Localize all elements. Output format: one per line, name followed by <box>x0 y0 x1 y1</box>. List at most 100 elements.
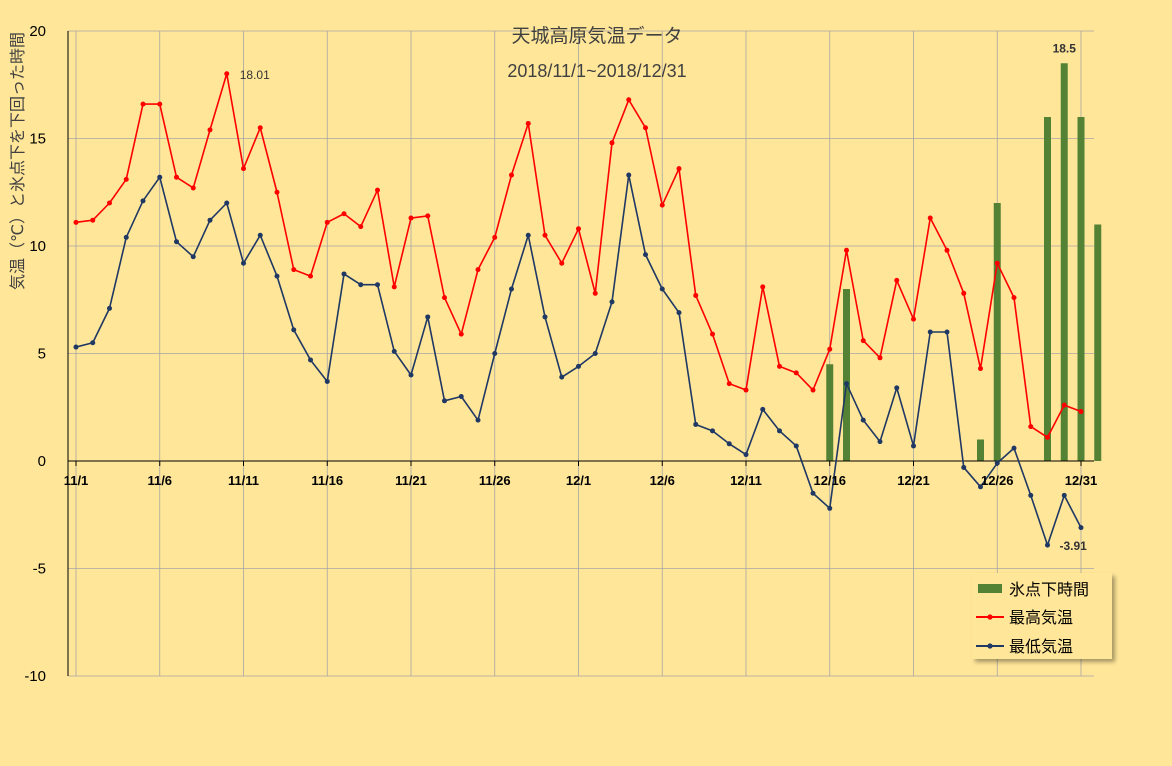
freeze-hours-bar <box>1044 117 1051 461</box>
high-temp-point <box>1028 424 1034 430</box>
legend-marker-low <box>987 643 993 649</box>
high-temp-point <box>894 277 900 283</box>
legend-swatch-bar <box>978 584 1002 593</box>
low-temp-point <box>123 234 129 240</box>
legend-marker-high <box>987 614 993 620</box>
high-temp-point <box>944 247 950 253</box>
high-temp-point <box>726 381 732 387</box>
high-temp-point <box>710 331 715 337</box>
high-temp-point <box>224 71 230 77</box>
low-temp-point <box>978 484 983 490</box>
high-temp-point <box>241 166 246 172</box>
low-temp-point <box>509 286 514 292</box>
y-tick-label: -5 <box>33 561 46 578</box>
low-temp-point <box>576 363 581 369</box>
high-temp-point <box>291 267 297 273</box>
annotations: 18.01 18.5 -3.91 <box>240 41 1087 553</box>
low-temp-point <box>810 490 816 496</box>
high-temp-point <box>576 226 581 232</box>
y-tick-label: 20 <box>29 23 46 40</box>
low-temp-point <box>927 329 933 335</box>
low-temp-point <box>659 286 665 292</box>
y-tick-label: -10 <box>24 668 46 685</box>
chart-title: 天城高原気温データ <box>511 25 682 47</box>
high-temp-point <box>860 338 866 344</box>
high-temp-point <box>391 284 397 290</box>
high-temp-point <box>592 290 598 296</box>
low-temp-point <box>324 378 330 384</box>
low-temp-point <box>592 351 598 356</box>
high-temp-point <box>810 387 816 393</box>
high-temp-point <box>358 224 364 230</box>
freeze-hours-bar <box>826 364 834 461</box>
low-temp-point <box>643 252 648 258</box>
low-temp-point <box>609 299 615 305</box>
high-temp-point <box>877 355 883 361</box>
x-tick-label: 12/21 <box>897 473 930 488</box>
x-tick-label: 12/6 <box>650 473 675 488</box>
high-temp-point <box>994 260 1000 266</box>
low-temp-point <box>844 381 849 387</box>
legend-label-freeze: 氷点下時間 <box>1009 580 1089 599</box>
x-tick-label: 11/16 <box>311 473 343 488</box>
low-temp-point <box>559 374 565 380</box>
y-tick-labels: -10 -5 0 5 10 15 20 <box>24 23 46 685</box>
x-tick-label: 11/11 <box>228 473 259 488</box>
legend: 氷点下時間 最高気温 最低気温 <box>972 573 1112 659</box>
low-temp-point <box>241 260 246 266</box>
data-label-min-low: -3.91 <box>1060 539 1088 553</box>
high-temp-point <box>442 295 447 301</box>
low-temp-point <box>961 464 967 470</box>
legend-label-high: 最高気温 <box>1009 608 1073 627</box>
low-temp-point <box>1061 492 1067 498</box>
high-temp-point <box>559 260 565 266</box>
high-temp-point <box>643 125 648 131</box>
freeze-hours-bar <box>977 439 984 461</box>
low-temp-point <box>442 398 447 404</box>
low-temp-point <box>73 344 79 350</box>
low-temp-point <box>492 351 498 356</box>
legend-label-low: 最低気温 <box>1009 637 1073 656</box>
high-temp-point <box>978 366 983 372</box>
high-temp-point <box>1011 295 1017 301</box>
high-temp-point <box>123 176 129 182</box>
high-temp-point <box>676 166 682 172</box>
data-label-max-high: 18.01 <box>240 68 270 82</box>
high-temp-point <box>425 213 431 219</box>
x-tick-label: 11/1 <box>64 473 89 488</box>
low-temp-point <box>174 239 179 245</box>
low-temp-point <box>793 443 799 449</box>
chart-subtitle: 2018/11/1~2018/12/31 <box>507 61 686 81</box>
low-temp-point <box>257 232 263 238</box>
low-temp-point <box>140 198 146 204</box>
low-temp-point <box>1045 542 1050 548</box>
low-temp-point <box>860 417 866 423</box>
low-temp-point <box>743 452 749 458</box>
low-temp-point <box>207 217 213 223</box>
low-temp-point <box>107 305 112 311</box>
low-temp-point <box>475 417 481 423</box>
low-temp-point <box>341 271 347 277</box>
high-temp-point <box>961 290 967 296</box>
low-temp-point <box>760 406 766 412</box>
high-temp-point <box>911 316 916 322</box>
bars <box>826 63 1102 461</box>
series-lines <box>73 71 1084 548</box>
high-temp-point <box>190 185 196 191</box>
low-temp-point <box>877 439 883 445</box>
low-temp-point <box>944 329 950 335</box>
high-temp-point <box>659 202 665 208</box>
low-temp-point <box>1078 525 1084 531</box>
low-temp-point <box>425 314 431 320</box>
high-temp-point <box>375 187 380 193</box>
high-temp-point <box>1061 402 1067 408</box>
high-temp-point <box>1078 409 1084 415</box>
high-temp-point <box>760 284 766 290</box>
low-temp-point <box>274 273 280 279</box>
x-tick-label: 12/31 <box>1065 473 1098 488</box>
x-tick-label: 12/16 <box>813 473 846 488</box>
y-tick-label: 0 <box>38 453 46 470</box>
x-tick-label: 11/21 <box>395 473 427 488</box>
high-temp-point <box>1045 434 1050 440</box>
x-tick-label: 11/6 <box>147 473 172 488</box>
